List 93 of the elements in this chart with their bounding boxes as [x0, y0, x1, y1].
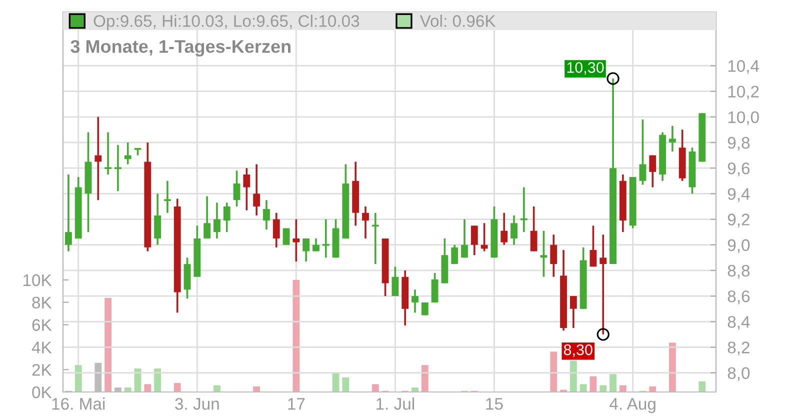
y2-tick-label: 2K: [32, 364, 52, 376]
candlestick: [570, 295, 577, 329]
y2-tick-label: 10K: [24, 274, 52, 286]
bar: [174, 383, 181, 392]
candlestick: [480, 222, 488, 252]
bar: [104, 298, 112, 392]
bar: [332, 372, 340, 392]
text: 3 Monate, 1-Tages-Kerzen: [70, 40, 290, 57]
x-tick-label: 3. Jun: [175, 398, 219, 410]
candlestick: [668, 124, 676, 152]
y-tick-label: 9,4: [728, 188, 750, 202]
candlestick: [530, 206, 538, 252]
bar: [600, 385, 607, 392]
bar: [580, 384, 587, 392]
y-tick-label: 8,0: [728, 367, 750, 381]
y-tick-label: 10,4: [728, 60, 760, 74]
bar: [590, 376, 597, 392]
bar: [214, 385, 220, 392]
candlestick: [223, 202, 230, 233]
bar: [144, 384, 152, 392]
candlestick: [64, 174, 72, 252]
y-tick-label: 10,0: [728, 111, 759, 126]
legend-label: Op:9.65, Hi:10.03, Lo:9.65, Cl:10.03: [94, 14, 360, 30]
candlestick: [412, 288, 418, 314]
legend-label: Vol: 0.96K: [420, 14, 496, 27]
y2-tick-label: 4K: [32, 342, 52, 354]
bar: [550, 352, 558, 392]
candlestick: [204, 195, 211, 240]
bar: [610, 374, 616, 392]
x-tick-label: 16. Mai: [52, 398, 105, 410]
y-tick-label: 9,2: [728, 214, 750, 228]
candlestick: [461, 218, 468, 259]
bar: [649, 386, 656, 392]
x-tick-label: 17: [288, 398, 305, 410]
y2-tick-label: 6K: [32, 319, 52, 331]
y-tick-label: 10,2: [728, 86, 759, 100]
candlestick: [510, 214, 518, 246]
annotation: 10,30: [567, 62, 604, 75]
candlestick: [114, 144, 122, 192]
bar: [292, 280, 300, 392]
candlestick: [124, 142, 132, 166]
bar: [668, 342, 676, 392]
x-tick-label: 15: [486, 398, 503, 410]
candlestick: [94, 116, 102, 201]
y-tick-label: 8,2: [728, 342, 750, 356]
candlestick: [233, 170, 240, 208]
bar: [372, 384, 379, 392]
bar: [253, 386, 260, 392]
y-tick-label: 9,6: [728, 162, 750, 176]
bar: [342, 377, 350, 392]
candlestick: [550, 234, 558, 278]
bar: [421, 365, 428, 392]
candlestick: [263, 199, 270, 230]
x-tick-label: 1. Jul: [376, 398, 414, 410]
candlestick: [431, 272, 438, 304]
bar: [124, 388, 132, 392]
candlestick: [272, 212, 280, 248]
annotation: 8,30: [564, 344, 592, 357]
candlestick: [104, 131, 112, 176]
candlestick: [214, 202, 220, 240]
bar: [412, 388, 418, 392]
y-tick-label: 8,8: [728, 264, 750, 279]
candlestick: [392, 266, 399, 297]
y-tick-label: 9,8: [728, 136, 750, 151]
bar: [570, 360, 577, 392]
y-tick-label: 8,6: [728, 290, 750, 304]
candlestick: [302, 238, 310, 262]
x-tick-label: 4. Aug: [610, 398, 656, 414]
y2-tick-label: 0K: [32, 386, 52, 398]
candlestick: [639, 118, 646, 186]
candlestick: [470, 224, 478, 256]
candlestick: [600, 234, 607, 336]
candlestick: [649, 154, 656, 188]
candlestick: [243, 167, 250, 212]
candlestick: [500, 212, 508, 246]
y-tick-label: 9,0: [728, 239, 750, 254]
candlestick: [590, 224, 597, 268]
bar: [74, 365, 82, 392]
bar: [619, 385, 626, 392]
candlestick: [451, 244, 458, 265]
bar: [154, 368, 162, 392]
candlestick: [312, 238, 320, 252]
candlestick: [292, 218, 300, 262]
candlestick: [253, 163, 260, 216]
candlestick: [154, 192, 162, 246]
candlestick: [322, 218, 330, 259]
y-tick-label: 8,4: [728, 316, 750, 330]
candlestick: [362, 206, 369, 240]
y2-tick-label: 8K: [32, 296, 52, 309]
candlestick: [540, 230, 548, 278]
candlestick: [163, 180, 172, 214]
candlestick: [282, 227, 290, 246]
bar: [698, 381, 706, 392]
